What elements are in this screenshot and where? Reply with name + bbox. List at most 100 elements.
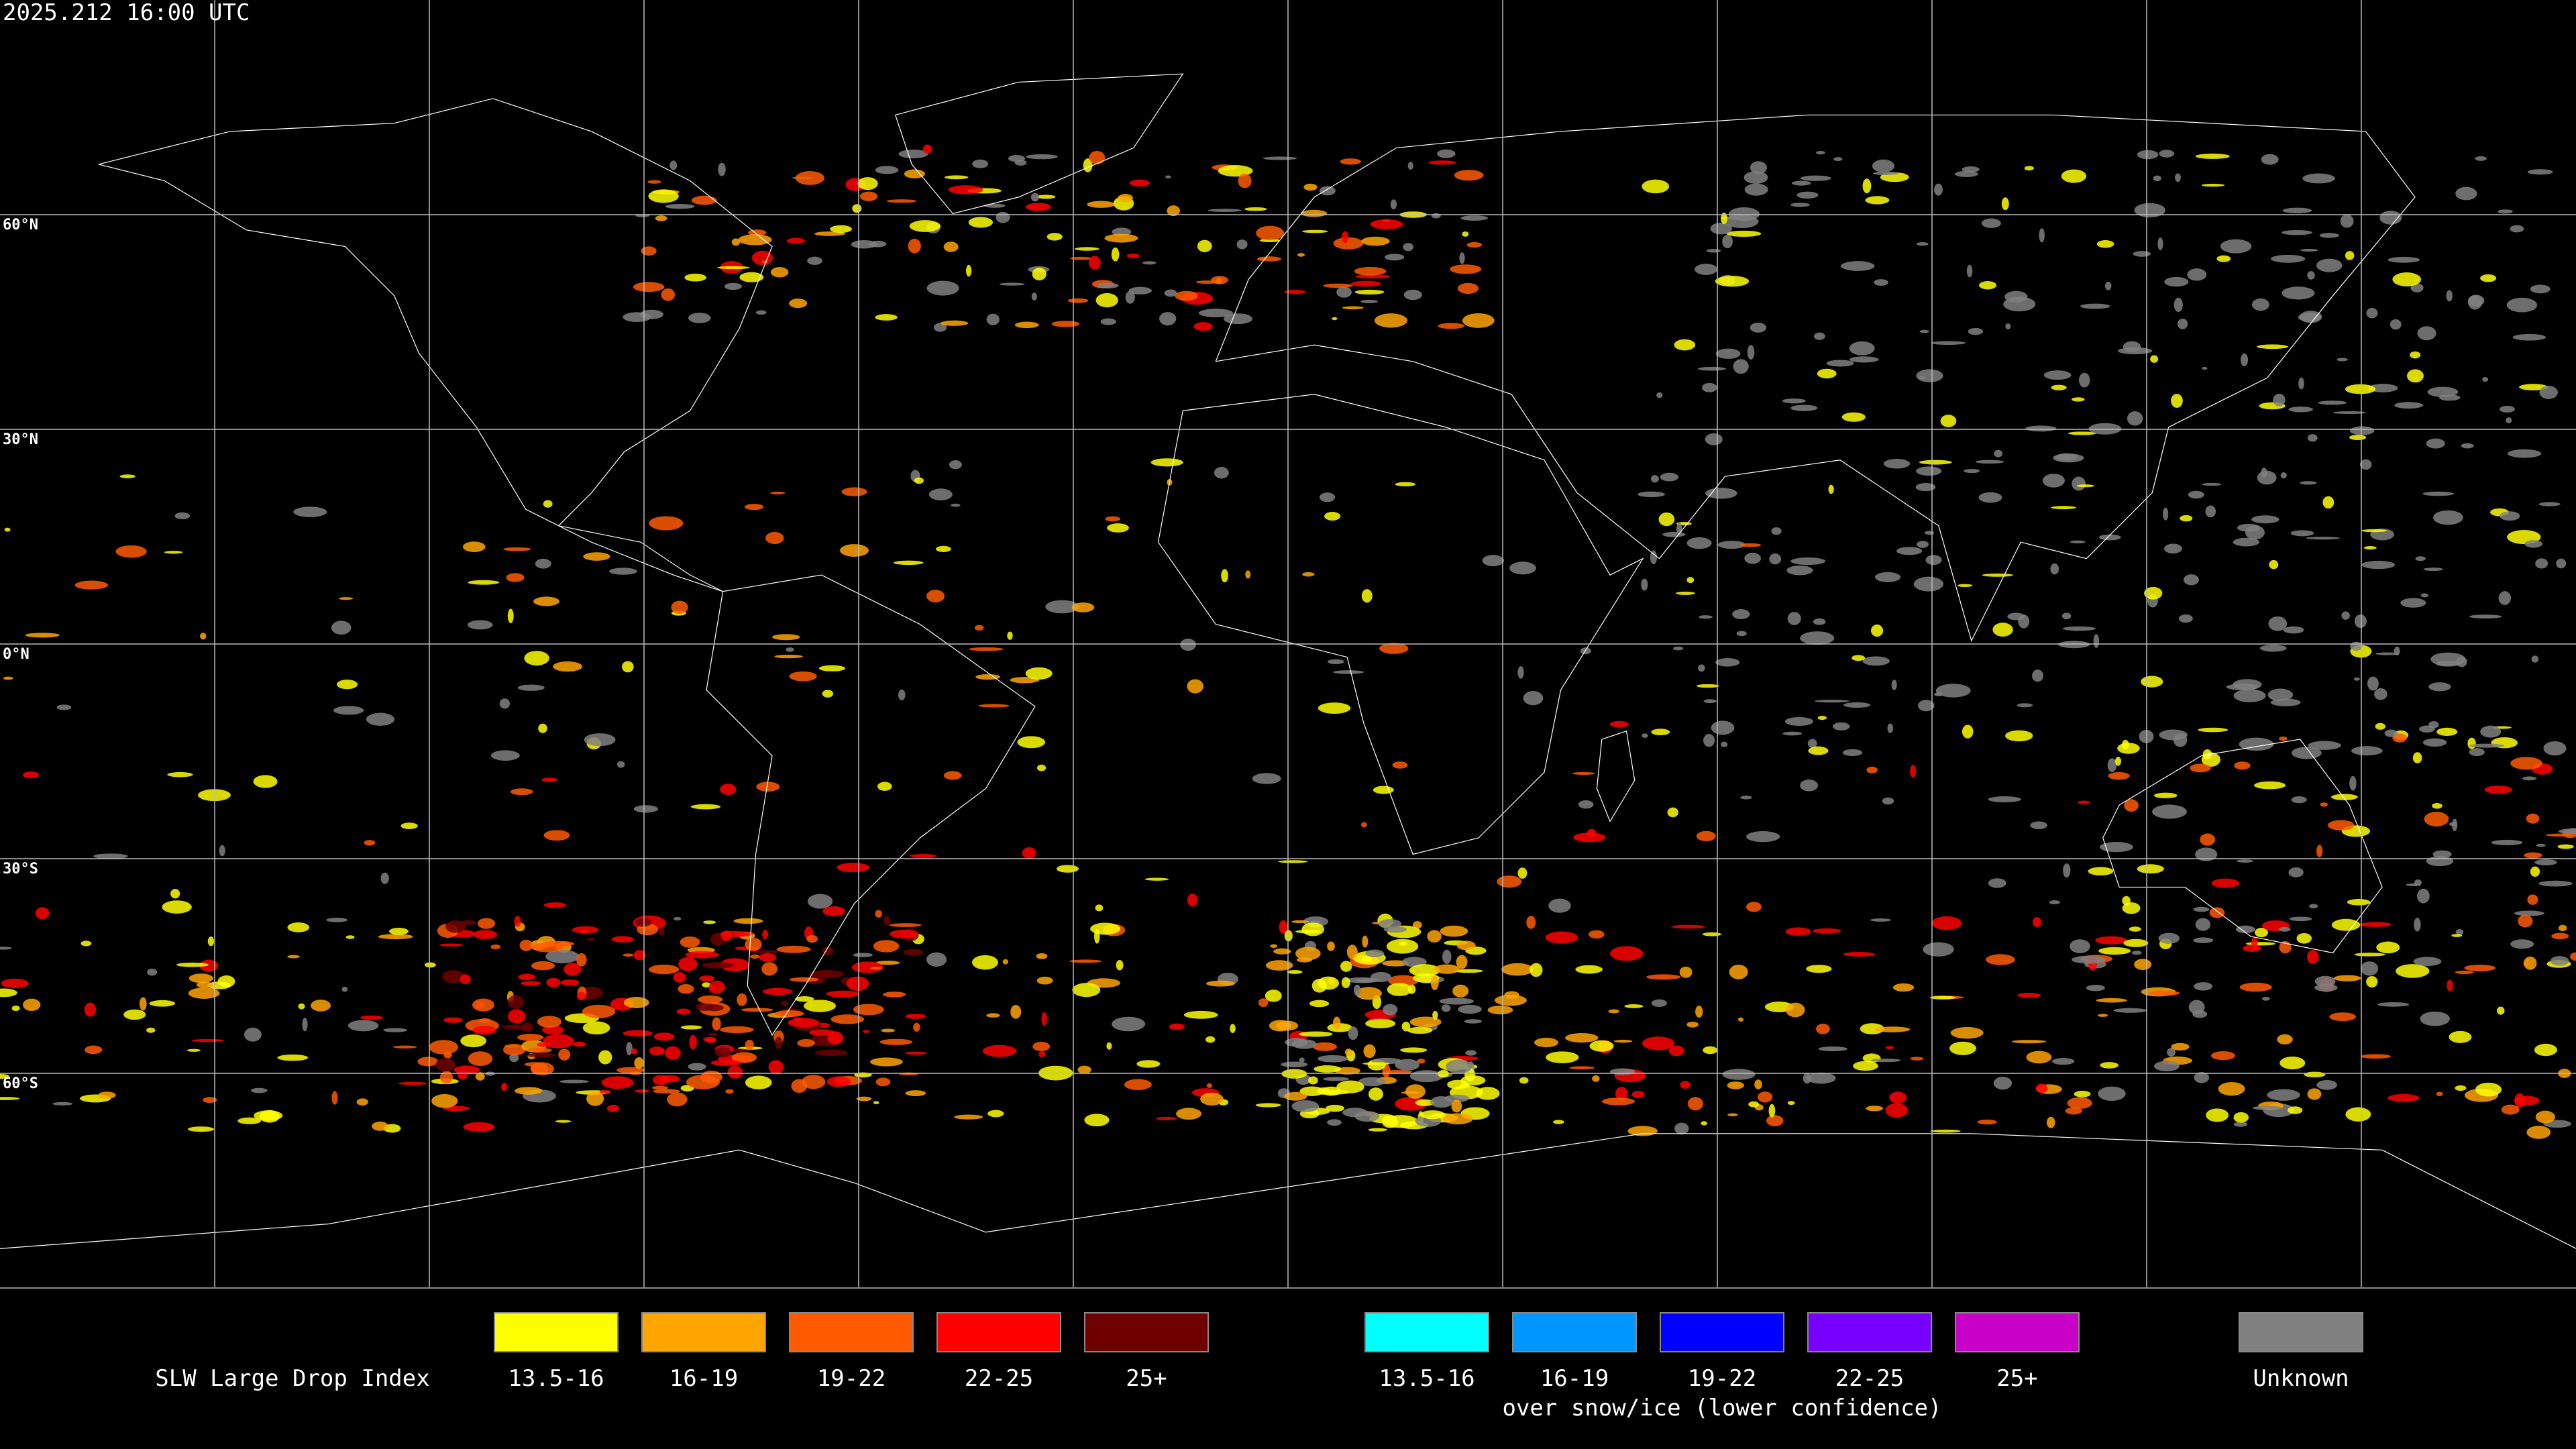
cloud-patch [333, 706, 364, 715]
cloud-patch [1046, 233, 1063, 241]
cloud-patch [2280, 472, 2287, 479]
cloud-patch [702, 982, 711, 987]
cloud-patch [302, 1017, 308, 1032]
cloud-patch [1265, 989, 1282, 1002]
cloud-patch [2507, 449, 2542, 458]
cloud-patch [633, 282, 665, 292]
cloud-patch [2137, 864, 2164, 874]
cloud-patch [345, 935, 355, 939]
cloud-patch [1642, 179, 1670, 194]
cloud-patch [237, 1117, 262, 1124]
cloud-patch [965, 264, 972, 277]
cloud-patch [2551, 932, 2569, 940]
cloud-patch [1355, 274, 1391, 279]
cloud-patch [1395, 482, 1416, 487]
cloud-patch [1843, 702, 1871, 708]
cloud-patch [1299, 1031, 1333, 1037]
cloud-patch [1940, 415, 1957, 427]
cloud-patch [2519, 384, 2548, 390]
cloud-patch [830, 225, 852, 233]
cloud-patch [2433, 510, 2463, 525]
cloud-patch [1312, 1042, 1337, 1051]
cloud-patch [2496, 1006, 2505, 1015]
cloud-patch [2318, 400, 2347, 405]
cloud-patch [2283, 626, 2304, 634]
cloud-patch [1826, 360, 1854, 367]
cloud-patch [519, 939, 533, 951]
cloud-patch [2049, 900, 2060, 905]
cloud-patch [1309, 1000, 1330, 1008]
cloud-patch [2051, 384, 2067, 390]
cloud-patch [1116, 960, 1124, 971]
cloud-patch [795, 171, 824, 185]
cloud-patch [1656, 392, 1663, 398]
cloud-patch [717, 266, 750, 270]
cloud-patch [1962, 724, 1974, 739]
cloud-patch [1032, 1041, 1051, 1051]
cloud-patch [1017, 736, 1046, 749]
cloud-patch [477, 918, 496, 929]
cloud-patch [1624, 1004, 1644, 1008]
cloud-patch [2096, 240, 2114, 248]
cloud-patch [853, 953, 873, 957]
cloud-patch [460, 1034, 487, 1048]
cloud-patch [149, 1000, 176, 1007]
cloud-patch [2149, 990, 2180, 996]
cloud-patch [2314, 975, 2336, 987]
cloud-patch [1030, 193, 1039, 202]
cloud-patch [186, 1049, 201, 1052]
cloud-patch [1651, 999, 1668, 1007]
cloud-patch [2282, 286, 2315, 300]
cloud-patch [1993, 1076, 2012, 1090]
cloud-patch [2202, 749, 2212, 759]
cloud-patch [2211, 1051, 2235, 1061]
cloud-patch [1740, 796, 1752, 800]
cloud-patch [768, 1060, 784, 1075]
cloud-patch [2005, 730, 2033, 742]
cloud-patch [2211, 878, 2240, 888]
cloud-patch [1703, 734, 1715, 747]
cloud-patch [196, 981, 213, 988]
cloud-patch [1221, 569, 1228, 583]
cloud-patch [1950, 1026, 1984, 1039]
cloud-patch [2233, 689, 2266, 702]
cloud-patch [741, 1008, 773, 1012]
cloud-patch [1458, 1004, 1482, 1014]
cloud-patch [1340, 158, 1362, 165]
cloud-patch [2220, 239, 2252, 254]
cloud-patch [2108, 771, 2130, 780]
cloud-patch [1870, 624, 1884, 637]
cloud-patch [1336, 286, 1352, 298]
cloud-patch [326, 917, 348, 922]
cloud-patch [1032, 267, 1046, 281]
cloud-patch [2257, 470, 2277, 485]
cloud-patch [826, 1076, 851, 1087]
cloud-patch [52, 1102, 73, 1106]
cloud-patch [2530, 866, 2540, 877]
cloud-patch [115, 545, 147, 558]
cloud-patch [1592, 1075, 1600, 1082]
cloud-patch [1782, 731, 1803, 736]
cloud-patch [1818, 1046, 1847, 1052]
cloud-patch [467, 620, 493, 630]
cloud-patch [2153, 1061, 2180, 1072]
cloud-patch [2384, 729, 2398, 737]
cloud-patch [978, 704, 1010, 708]
cloud-patch [2436, 1091, 2443, 1097]
cloud-patch [1687, 1097, 1703, 1111]
cloud-patch [545, 949, 580, 963]
cloud-patch [2121, 739, 2129, 750]
cloud-patch [558, 1049, 571, 1061]
cloud-patch [2296, 932, 2312, 944]
cloud-patch [507, 608, 514, 624]
cloud-patch [875, 314, 898, 321]
cloud-patch [372, 1121, 389, 1131]
cloud-patch [1717, 541, 1746, 549]
cloud-patch [1107, 523, 1129, 533]
cloud-patch [1348, 1026, 1358, 1040]
cloud-patch [1638, 491, 1666, 498]
cloud-patch [475, 1072, 485, 1081]
cloud-patch [2178, 614, 2193, 623]
cloud-patch [1930, 1129, 1961, 1133]
cloud-patch [1497, 875, 1522, 888]
